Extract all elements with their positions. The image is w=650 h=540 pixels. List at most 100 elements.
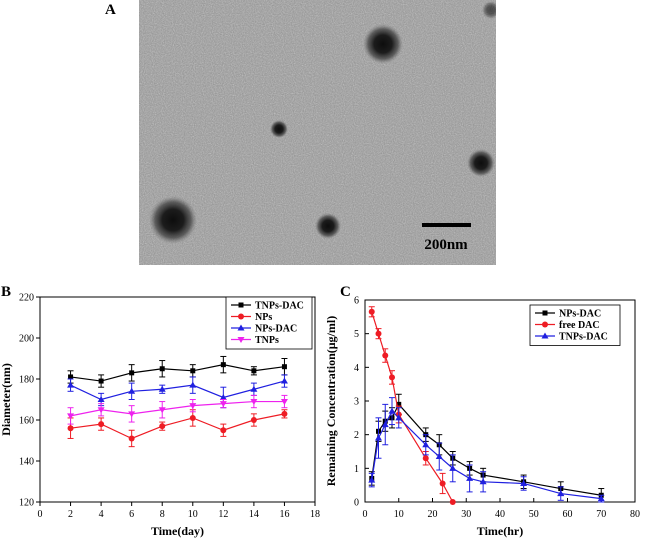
- nanoparticle: [467, 149, 495, 177]
- data-point: [67, 381, 75, 388]
- series-tnps-dac: [368, 397, 605, 503]
- axes: 0 2 4 6 8 10 12 14 16 18 120 140 160 180 200 220 Time(da…: [0, 293, 320, 539]
- legend-label: NPs: [255, 312, 272, 323]
- data-point: [251, 368, 257, 374]
- chart-c: 0 10 20 30 40 50 60 70 80 0 1 2 3 4 5 6 Time(hr) Remainin…: [325, 296, 640, 539]
- data-point: [520, 479, 528, 486]
- y-tick-label: 180: [19, 375, 34, 386]
- x-tick-label: 40: [495, 509, 505, 520]
- data-point: [368, 308, 375, 315]
- panel-label-a: A: [105, 2, 116, 18]
- x-tick-label: 8: [160, 509, 165, 520]
- legend-marker: [238, 302, 244, 308]
- x-tick-label: 50: [529, 509, 539, 520]
- legend-marker: [237, 324, 245, 331]
- data-point: [557, 490, 565, 497]
- x-tick-label: 2: [68, 509, 73, 520]
- data-point: [159, 366, 165, 372]
- legend-label: TNPs-DAC: [559, 332, 608, 343]
- x-axis-label: Time(day): [151, 524, 204, 538]
- x-tick-label: 12: [218, 509, 228, 520]
- data-point: [189, 403, 197, 410]
- legend-label: TNPs-DAC: [255, 301, 304, 312]
- data-point: [159, 423, 166, 430]
- data-point: [466, 474, 474, 481]
- y-axis-label: Remaining Concentration(μg/ml): [325, 316, 338, 486]
- legend-label: NPs-DAC: [255, 324, 297, 335]
- data-point: [190, 368, 196, 374]
- data-point: [189, 381, 197, 388]
- series-free-dac: [368, 306, 456, 505]
- series-line: [371, 410, 602, 500]
- panel-label-c: C: [340, 284, 351, 300]
- data-point: [381, 421, 389, 428]
- series-line: [70, 413, 285, 440]
- data-point: [219, 393, 227, 400]
- series-line: [70, 380, 285, 401]
- scale-bar-label: 200nm: [424, 237, 468, 253]
- x-tick-label: 70: [596, 509, 606, 520]
- legend-label: free DAC: [559, 320, 600, 331]
- data-point: [189, 414, 196, 421]
- data-point: [97, 396, 105, 402]
- y-tick-label: 0: [354, 498, 359, 509]
- data-point: [375, 434, 382, 441]
- series-line: [70, 364, 285, 382]
- data-point: [158, 407, 166, 414]
- series-tnps: [67, 394, 288, 425]
- y-tick-label: 1: [354, 464, 359, 475]
- series-line: [70, 400, 285, 417]
- nanoparticle: [482, 1, 496, 19]
- nanoparticle: [363, 24, 403, 64]
- series-nps: [67, 409, 288, 448]
- legend-marker: [238, 313, 244, 320]
- x-tick-label: 16: [279, 509, 289, 520]
- data-point: [128, 435, 135, 442]
- x-tick-label: 10: [188, 509, 198, 520]
- x-tick-label: 80: [630, 509, 640, 520]
- tem-micrograph: 200nm: [139, 0, 496, 265]
- data-point: [422, 441, 430, 448]
- y-tick-label: 140: [19, 457, 34, 468]
- y-tick-label: 2: [354, 430, 359, 441]
- series-line: [371, 311, 454, 503]
- x-tick-label: 20: [428, 509, 438, 520]
- data-point: [449, 464, 457, 471]
- y-tick-label: 220: [19, 293, 34, 304]
- legend-label: NPs-DAC: [559, 309, 601, 320]
- data-point: [67, 413, 75, 420]
- data-point: [449, 499, 456, 505]
- data-point: [280, 377, 288, 384]
- data-point: [388, 407, 396, 414]
- x-tick-label: 30: [461, 509, 471, 520]
- data-point: [281, 364, 287, 370]
- data-point: [98, 378, 104, 384]
- y-tick-label: 3: [354, 397, 359, 408]
- x-tick-label: 14: [249, 509, 259, 520]
- data-point: [389, 374, 395, 381]
- data-point: [396, 401, 402, 407]
- data-point: [220, 362, 226, 368]
- nanoparticle: [315, 213, 341, 239]
- x-tick-label: 6: [129, 509, 134, 520]
- series-nps-dac: [368, 393, 605, 503]
- data-point: [375, 330, 382, 337]
- data-point: [98, 421, 105, 428]
- y-tick-label: 120: [19, 498, 34, 509]
- data-point: [395, 414, 403, 421]
- y-tick-label: 5: [354, 329, 359, 340]
- data-point: [250, 385, 258, 392]
- data-point: [382, 352, 389, 359]
- y-tick-label: 160: [19, 416, 34, 427]
- data-point: [422, 455, 429, 462]
- data-point: [250, 417, 257, 423]
- data-point: [479, 478, 487, 485]
- data-point: [67, 425, 74, 432]
- nanoparticle: [270, 120, 288, 138]
- x-tick-label: 60: [563, 509, 573, 520]
- legend-label: TNPs: [255, 335, 279, 346]
- data-point: [128, 387, 136, 394]
- y-tick-label: 6: [354, 296, 359, 307]
- data-point: [439, 480, 446, 487]
